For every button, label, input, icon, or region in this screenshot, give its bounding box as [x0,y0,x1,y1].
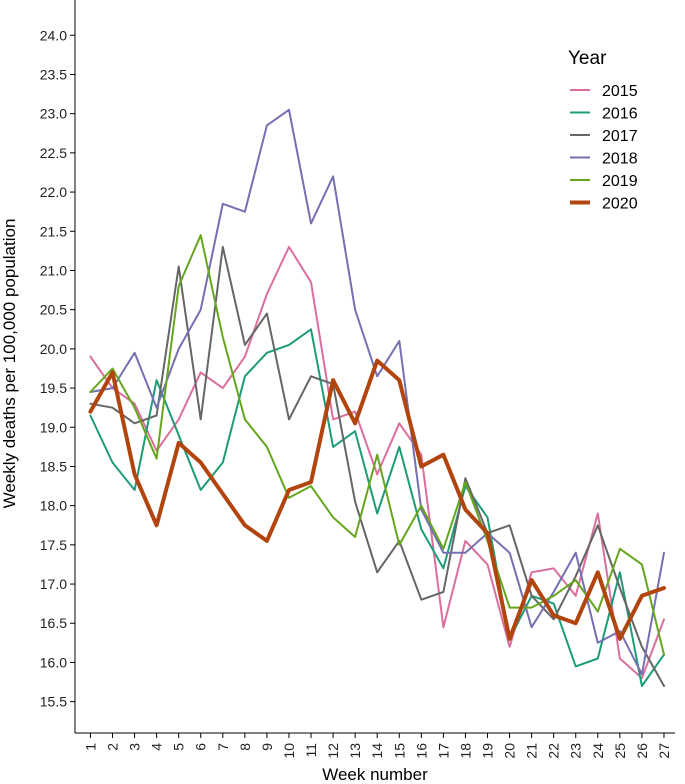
legend-label-2019: 2019 [602,173,638,190]
series-line-2016 [89,328,665,687]
x-tick-label: 19 [480,743,496,759]
x-tick-label: 17 [435,743,451,759]
legend-title: Year [568,48,607,69]
x-tick-label: 11 [303,743,319,758]
legend-label-2016: 2016 [602,106,638,123]
x-tick-label: 18 [457,743,473,759]
x-tick-label: 24 [590,743,606,759]
legend-label-2017: 2017 [602,128,638,145]
y-tick-label: 23.5 [40,66,67,82]
y-tick-label: 16.0 [40,654,67,670]
x-tick-label: 9 [259,743,275,751]
y-tick-label: 15.5 [40,694,67,710]
x-tick-label: 7 [215,743,231,751]
x-tick-label: 5 [171,743,187,751]
x-tick-label: 14 [369,743,385,759]
y-tick-label: 23.0 [40,106,67,122]
y-tick-label: 17.0 [40,576,67,592]
legend-items: 2015 2016 2017 2018 2019 2020 [570,83,638,213]
x-ticks: 1 2 3 4 5 6 7 8 9 10 11 12 13 14 15 16 17 18 19 20 21 22 23 24 2… [82,733,672,759]
series-line-2017 [89,245,665,687]
x-tick-label: 21 [524,743,540,759]
y-tick-label: 20.5 [40,302,67,318]
x-tick-label: 10 [281,743,297,759]
x-tick-label: 15 [391,743,407,759]
y-tick-label: 19.5 [40,380,67,396]
y-tick-label: 22.5 [40,145,67,161]
x-tick-label: 6 [193,743,209,751]
x-tick-label: 1 [82,743,98,751]
y-tick-label: 19.0 [40,419,67,435]
x-tick-label: 2 [105,743,121,751]
x-tick-label: 8 [237,743,253,751]
legend-label-2020: 2020 [602,196,638,213]
legend-label-2015: 2015 [602,83,638,100]
x-tick-label: 4 [149,743,165,751]
x-tick-label: 27 [656,743,672,759]
x-axis-title: Week number [322,765,428,784]
series-lines [88,108,666,687]
y-tick-label: 24.0 [40,27,67,43]
y-tick-label: 17.5 [40,537,67,553]
series-line-2020 [88,358,666,641]
y-ticks: 15.5 16.0 16.5 17.0 17.5 18.0 18.5 19.0 19.5 20.0… [40,27,75,710]
legend-label-2018: 2018 [602,151,638,168]
x-tick-label: 22 [546,743,562,759]
x-tick-label: 3 [127,743,143,751]
series-line-2018 [89,108,665,676]
y-axis-title: Weekly deaths per 100,000 population [0,219,19,509]
x-tick-label: 20 [502,743,518,759]
y-tick-label: 18.0 [40,498,67,514]
y-tick-label: 16.5 [40,615,67,631]
legend: Year 2015 2016 2017 2018 2019 2020 [568,48,638,213]
y-tick-label: 21.5 [40,223,67,239]
x-tick-label: 26 [634,743,650,759]
x-tick-label: 25 [612,743,628,759]
y-tick-label: 21.0 [40,262,67,278]
series-line-2015 [89,245,665,680]
x-tick-label: 13 [347,743,363,759]
x-tick-label: 12 [325,743,341,759]
y-tick-label: 20.0 [40,341,67,357]
series-line-2019 [89,234,665,656]
y-tick-label: 22.0 [40,184,67,200]
x-tick-label: 23 [568,743,584,759]
y-tick-label: 18.5 [40,458,67,474]
x-tick-label: 16 [413,743,429,759]
axes [74,0,675,734]
